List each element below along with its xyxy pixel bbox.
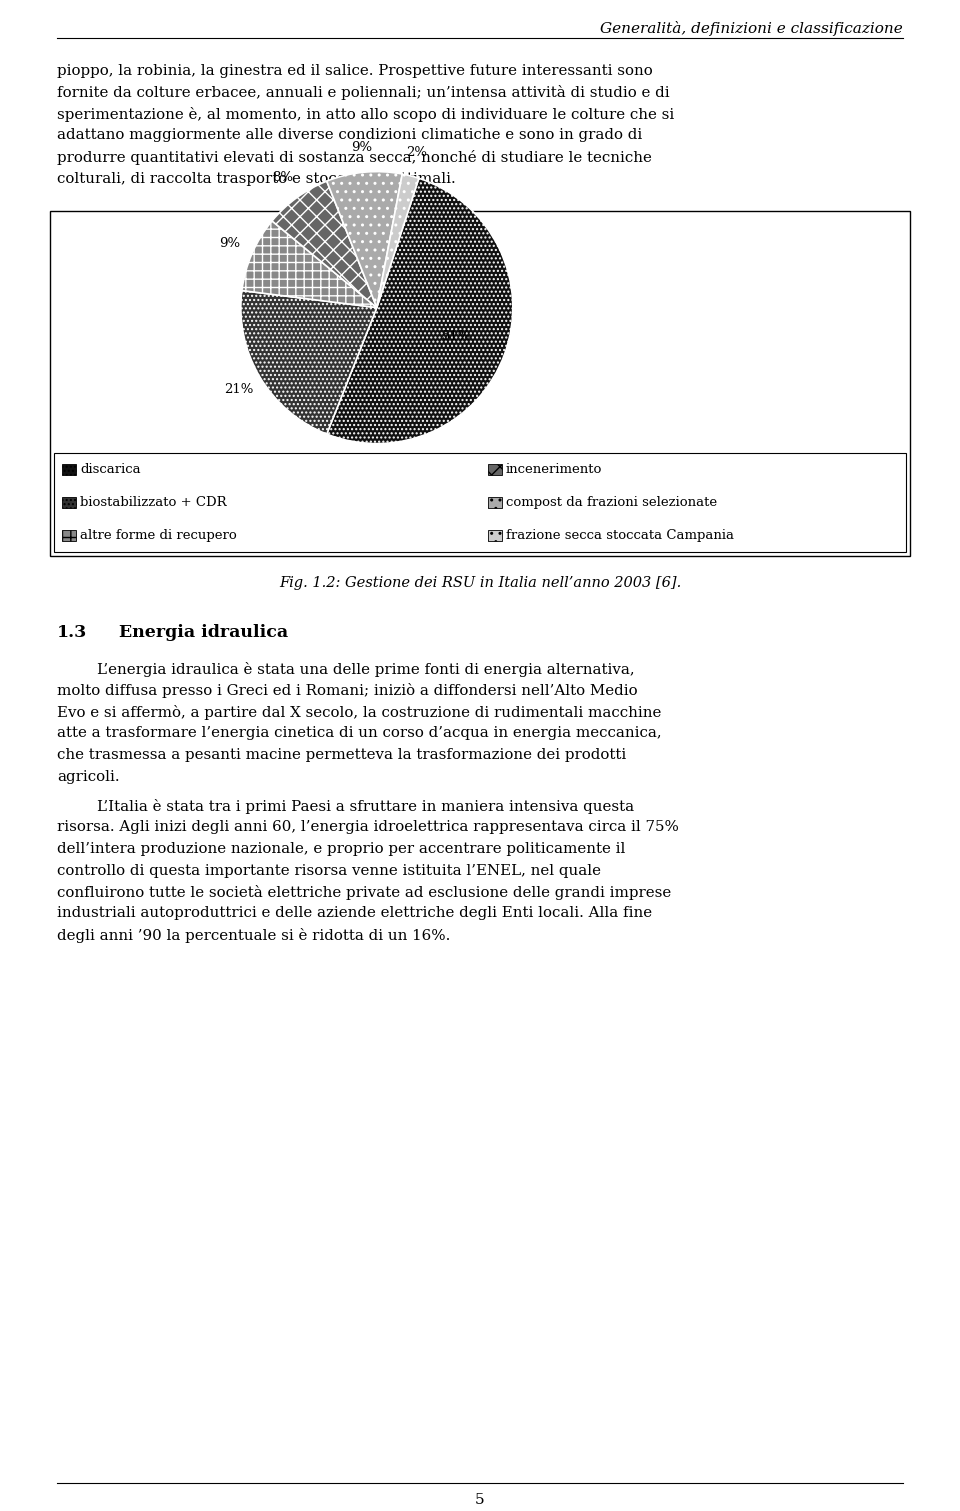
Text: molto diffusa presso i Greci ed i Romani; iniziò a diffondersi nell’Alto Medio: molto diffusa presso i Greci ed i Romani… bbox=[57, 683, 637, 698]
Text: sperimentazione è, al momento, in atto allo scopo di individuare le colture che : sperimentazione è, al momento, in atto a… bbox=[57, 107, 674, 122]
Text: L’Italia è stata tra i primi Paesi a sfruttare in maniera intensiva questa: L’Italia è stata tra i primi Paesi a sfr… bbox=[97, 799, 635, 814]
Text: industriali autoproduttrici e delle aziende elettriche degli Enti locali. Alla f: industriali autoproduttrici e delle azie… bbox=[57, 907, 652, 920]
Text: 8%: 8% bbox=[272, 171, 293, 184]
Wedge shape bbox=[272, 181, 377, 308]
Text: 21%: 21% bbox=[224, 382, 253, 396]
Text: pioppo, la robinia, la ginestra ed il salice. Prospettive future interessanti so: pioppo, la robinia, la ginestra ed il sa… bbox=[57, 63, 653, 79]
Bar bbox=[50, 212, 910, 556]
Text: compost da frazioni selezionate: compost da frazioni selezionate bbox=[506, 496, 717, 509]
Text: L’energia idraulica è stata una delle prime fonti di energia alternativa,: L’energia idraulica è stata una delle pr… bbox=[97, 662, 635, 677]
Text: risorsa. Agli inizi degli anni 60, l’energia idroelettrica rappresentava circa i: risorsa. Agli inizi degli anni 60, l’ene… bbox=[57, 820, 679, 834]
Bar bbox=[488, 530, 502, 541]
Text: 9%: 9% bbox=[219, 237, 240, 251]
Text: dell’intera produzione nazionale, e proprio per accentrare politicamente il: dell’intera produzione nazionale, e prop… bbox=[57, 842, 625, 857]
Text: Energia idraulica: Energia idraulica bbox=[119, 624, 288, 641]
Text: adattano maggiormente alle diverse condizioni climatiche e sono in grado di: adattano maggiormente alle diverse condi… bbox=[57, 128, 642, 142]
Text: degli anni ’90 la percentuale si è ridotta di un 16%.: degli anni ’90 la percentuale si è ridot… bbox=[57, 928, 450, 943]
Text: 9%: 9% bbox=[351, 142, 372, 154]
Text: 51%: 51% bbox=[442, 329, 470, 343]
Text: confluirono tutte le società elettriche private ad esclusione delle grandi impre: confluirono tutte le società elettriche … bbox=[57, 885, 671, 901]
Wedge shape bbox=[377, 174, 419, 308]
Text: discarica: discarica bbox=[80, 462, 140, 476]
Text: frazione secca stoccata Campania: frazione secca stoccata Campania bbox=[506, 529, 734, 542]
Bar bbox=[488, 464, 502, 474]
Text: 5: 5 bbox=[475, 1493, 485, 1506]
Text: biostabilizzato + CDR: biostabilizzato + CDR bbox=[80, 496, 227, 509]
Text: altre forme di recupero: altre forme di recupero bbox=[80, 529, 237, 542]
Wedge shape bbox=[242, 221, 377, 308]
Bar bbox=[54, 452, 906, 552]
Text: agricoli.: agricoli. bbox=[57, 769, 120, 784]
Text: che trasmessa a pesanti macine permetteva la trasformazione dei prodotti: che trasmessa a pesanti macine permettev… bbox=[57, 748, 626, 762]
Text: atte a trasformare l’energia cinetica di un corso d’acqua in energia meccanica,: atte a trasformare l’energia cinetica di… bbox=[57, 727, 661, 740]
Text: produrre quantitativi elevati di sostanza secca, nonché di studiare le tecniche: produrre quantitativi elevati di sostanz… bbox=[57, 150, 652, 165]
Wedge shape bbox=[241, 290, 377, 434]
Text: incenerimento: incenerimento bbox=[506, 462, 602, 476]
Text: Evo e si affermò, a partire dal X secolo, la costruzione di rudimentali macchine: Evo e si affermò, a partire dal X secolo… bbox=[57, 706, 661, 721]
Text: fornite da colture erbacee, annuali e poliennali; un’intensa attività di studio : fornite da colture erbacee, annuali e po… bbox=[57, 86, 670, 101]
Wedge shape bbox=[326, 172, 402, 308]
Bar bbox=[62, 464, 76, 474]
Bar bbox=[62, 530, 76, 541]
Text: 1.3: 1.3 bbox=[57, 624, 87, 641]
Text: 2%: 2% bbox=[406, 145, 427, 159]
Text: Generalità, definizioni e classificazione: Generalità, definizioni e classificazion… bbox=[600, 21, 903, 36]
Bar bbox=[62, 497, 76, 508]
Wedge shape bbox=[326, 178, 513, 444]
Bar bbox=[488, 497, 502, 508]
Text: controllo di questa importante risorsa venne istituita l’ENEL, nel quale: controllo di questa importante risorsa v… bbox=[57, 863, 601, 878]
Text: Fig. 1.2: Gestione dei RSU in Italia nell’anno 2003 [6].: Fig. 1.2: Gestione dei RSU in Italia nel… bbox=[278, 576, 682, 589]
Text: colturali, di raccolta trasporto e stoccaggio ottimali.: colturali, di raccolta trasporto e stocc… bbox=[57, 172, 456, 186]
